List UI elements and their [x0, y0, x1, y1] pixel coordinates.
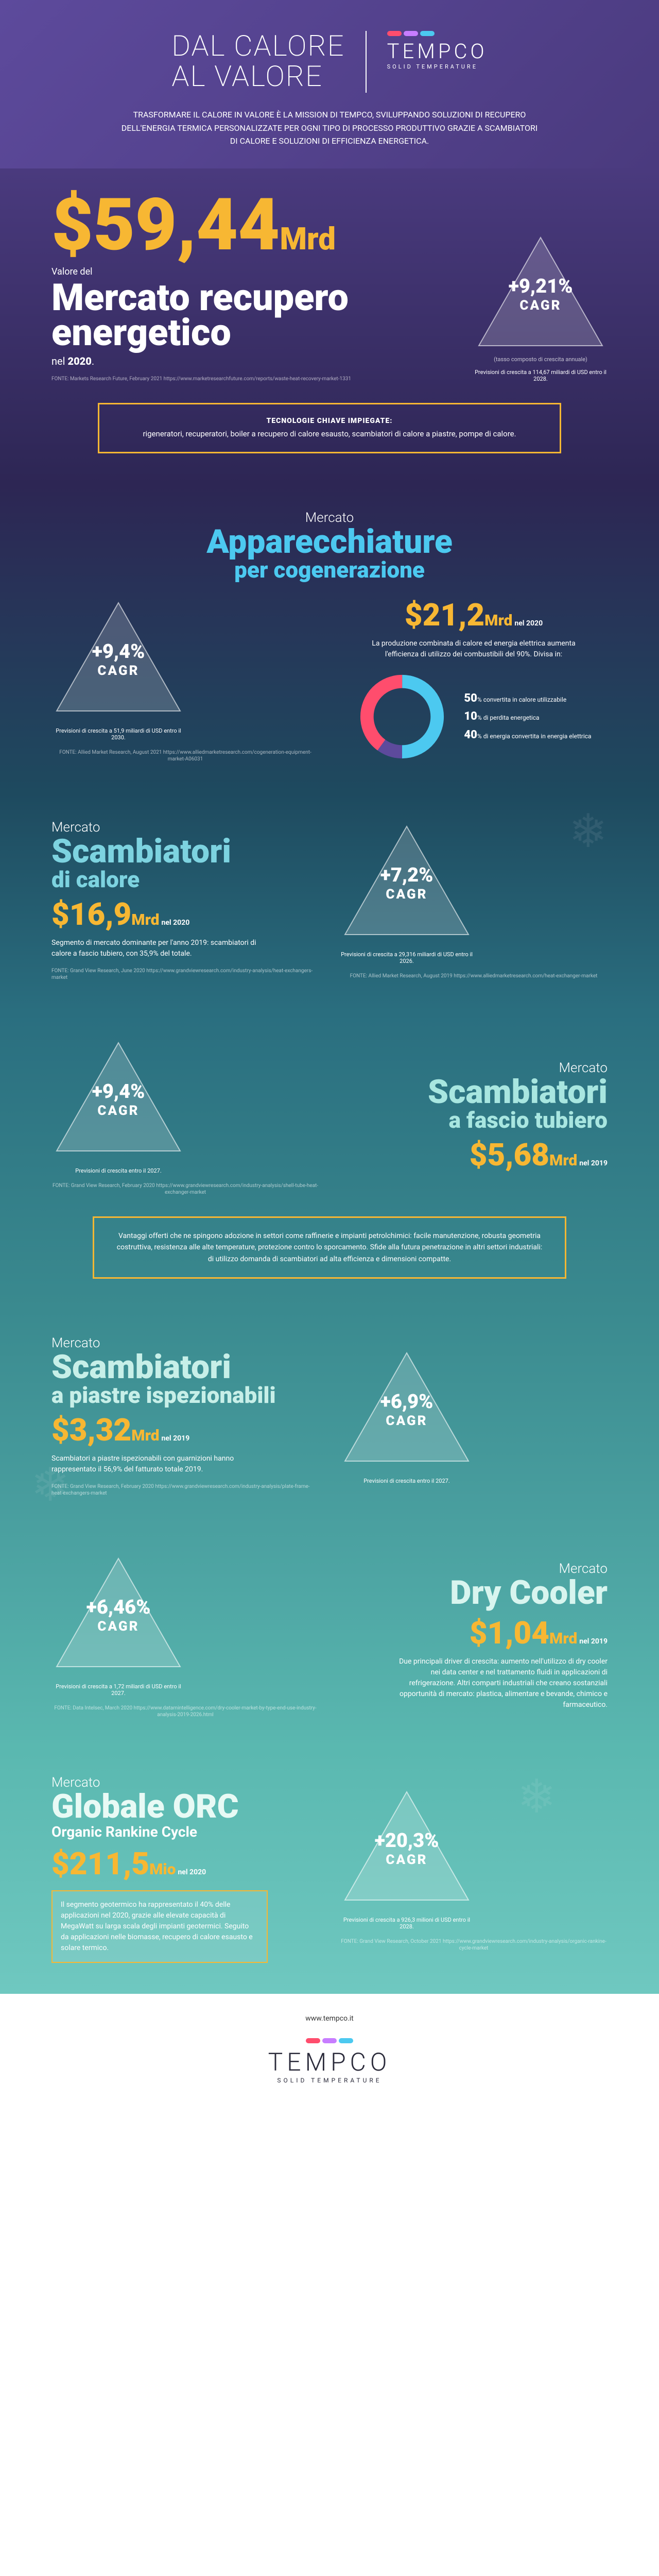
section-heat-exchangers: ❄ Mercato Scambiatori di calore $16,9Mrd…	[0, 794, 659, 1012]
section-dry-cooler: +6,46% CAGR Previsioni di crescita a 1,7…	[0, 1528, 659, 1749]
footer-url: www.tempco.it	[0, 2014, 659, 2023]
orc-title: Globale ORC	[51, 1790, 319, 1823]
header: DAL CALOREAL VALORE TEMPCO SOLID TEMPERA…	[0, 0, 659, 168]
drycooler-cagr-label: CAGR	[97, 1619, 139, 1634]
cogen-source: FONTE: Allied Market Research, August 20…	[51, 749, 319, 762]
intro-text: TRASFORMARE IL CALORE IN VALORE È LA MIS…	[118, 108, 541, 148]
hero-year: nel 2020.	[51, 355, 474, 367]
key-tech-title: TECNOLOGIE CHIAVE IMPIEGATE:	[120, 417, 539, 425]
cogen-year: nel 2020	[514, 619, 543, 628]
key-tech-box: TECNOLOGIE CHIAVE IMPIEGATE: rigenerator…	[98, 403, 561, 454]
heatex-title: Scambiatori	[51, 835, 319, 868]
orc-cagr-desc: Previsioni di crescita a 926,3 milioni d…	[340, 1917, 474, 1930]
section-cogeneration: Mercato Apparecchiature per cogenerazion…	[0, 484, 659, 794]
drycooler-desc: Due principali driver di crescita: aumen…	[391, 1656, 608, 1710]
logo-wave-icon	[387, 31, 488, 36]
section-plate: ❄ Mercato Scambiatori a piastre ispezion…	[0, 1310, 659, 1528]
cogen-desc: La produzione combinata di calore ed ene…	[366, 638, 582, 660]
drycooler-year: nel 2019	[579, 1637, 608, 1646]
drycooler-value: $1,04Mrd	[470, 1615, 578, 1651]
shelltube-cagr-label: CAGR	[97, 1103, 139, 1118]
cogen-title2: per cogenerazione	[51, 558, 608, 581]
hero-value-num: $59,44	[51, 183, 280, 267]
cogen-cagr-label: CAGR	[97, 663, 139, 679]
section-orc: ❄ Mercato Globale ORC Organic Rankine Cy…	[0, 1749, 659, 1994]
shelltube-advantages: Vantaggi offerti che ne spingono adozion…	[93, 1216, 566, 1279]
shelltube-title2: a fascio tubiero	[340, 1109, 608, 1131]
orc-cagr-pct: +20,3%	[375, 1829, 439, 1852]
orc-year: nel 2020	[178, 1868, 206, 1876]
cogen-cagr-desc: Previsioni di crescita a 51,9 miliardi d…	[51, 727, 185, 741]
drycooler-cagr-pct: +6,46%	[86, 1596, 151, 1619]
hero-cagr-triangle: +9,21% CAGR	[474, 232, 608, 356]
plate-cagr-label: CAGR	[386, 1413, 427, 1429]
section-hero: $59,44Mrd Valore del Mercato recupero en…	[0, 168, 659, 484]
logo: TEMPCO SOLID TEMPERATURE	[387, 31, 488, 70]
plate-cagr-pct: +6,9%	[380, 1391, 433, 1413]
key-tech-body: rigeneratori, recuperatori, boiler a rec…	[120, 428, 539, 440]
plate-year: nel 2019	[162, 1434, 190, 1443]
plate-cagr-desc: Previsioni di crescita entro il 2027.	[340, 1478, 474, 1484]
hero-value-unit: Mrd	[280, 221, 336, 257]
plate-title2: a piastre ispezionabili	[51, 1384, 319, 1406]
cogen-title: Apparecchiature	[51, 526, 608, 558]
drycooler-cagr-desc: Previsioni di crescita a 1,72 miliardi d…	[51, 1683, 185, 1697]
footer: www.tempco.it TEMPCO SOLID TEMPERATURE	[0, 1994, 659, 2115]
donut-chart-icon	[356, 670, 448, 763]
hero-title: Mercato recupero energetico	[51, 280, 474, 351]
heatex-year: nel 2020	[162, 919, 190, 927]
orc-cagr-triangle: +20,3% CAGR	[340, 1787, 474, 1910]
orc-value: $211,5Mio	[51, 1845, 176, 1882]
plate-desc: Scambiatori a piastre ispezionabili con …	[51, 1453, 268, 1475]
heatex-cagr-pct: +7,2%	[380, 864, 433, 887]
orc-desc: Il segmento geotermico ha rappresentato …	[51, 1890, 268, 1963]
drycooler-cagr-source: FONTE: Data Intelsec, March 2020 https:/…	[51, 1705, 319, 1718]
shelltube-value: $5,68Mrd	[470, 1137, 578, 1173]
hero-cagr-note: (tasso composto di crescita annuale)	[474, 356, 608, 363]
shelltube-cagr-triangle: +9,4% CAGR	[51, 1038, 185, 1161]
hero-source: FONTE: Markets Research Future, February…	[51, 376, 474, 382]
drycooler-cagr-triangle: +6,46% CAGR	[51, 1553, 185, 1677]
heatex-cagr-label: CAGR	[386, 887, 427, 902]
headline: DAL CALOREAL VALORE	[171, 31, 344, 92]
section-shell-tube: +9,4% CAGR Previsioni di crescita entro …	[0, 1012, 659, 1310]
footer-logo-text: TEMPCO	[0, 2047, 659, 2077]
donut-legend: 50% convertita in calore utilizzabile 10…	[464, 689, 591, 744]
infographic-root: DAL CALOREAL VALORE TEMPCO SOLID TEMPERA…	[0, 0, 659, 2115]
cogen-donut: 50% convertita in calore utilizzabile 10…	[340, 670, 608, 763]
cogen-cagr-triangle: +9,4% CAGR	[51, 598, 185, 721]
cogen-cagr-pct: +9,4%	[92, 640, 145, 663]
shelltube-year: nel 2019	[579, 1159, 608, 1167]
shelltube-cagr-pct: +9,4%	[92, 1080, 145, 1103]
heatex-source: FONTE: Grand View Research, June 2020 ht…	[51, 968, 319, 981]
heatex-cagr-source: FONTE: Allied Market Research, August 20…	[340, 973, 608, 979]
footer-logo-wave-icon	[0, 2038, 659, 2043]
heatex-value: $16,9Mrd	[51, 896, 160, 933]
logo-tagline: SOLID TEMPERATURE	[387, 63, 488, 70]
footer-logo-tagline: SOLID TEMPERATURE	[0, 2077, 659, 2084]
shelltube-title: Scambiatori	[340, 1076, 608, 1109]
plate-value: $3,32Mrd	[51, 1412, 160, 1448]
plate-cagr-triangle: +6,9% CAGR	[340, 1348, 474, 1471]
heatex-cagr-triangle: +7,2% CAGR	[340, 821, 474, 945]
heatex-cagr-desc: Previsioni di crescita a 29,316 miliardi…	[340, 951, 474, 964]
shelltube-cagr-desc: Previsioni di crescita entro il 2027.	[51, 1167, 185, 1174]
orc-cagr-source: FONTE: Grand View Research, October 2021…	[340, 1938, 608, 1952]
shelltube-cagr-source: FONTE: Grand View Research, February 202…	[51, 1182, 319, 1196]
drycooler-title: Dry Cooler	[340, 1577, 608, 1609]
plate-title: Scambiatori	[51, 1351, 319, 1384]
hero-cagr-pct: +9,21%	[509, 275, 573, 298]
cogen-value: $21,2Mrd	[405, 597, 513, 633]
hero-value: $59,44Mrd	[51, 189, 474, 261]
hero-cagr-label: CAGR	[519, 298, 561, 313]
heatex-desc: Segmento di mercato dominante per l'anno…	[51, 938, 268, 959]
heatex-title2: di calore	[51, 868, 319, 891]
orc-cagr-label: CAGR	[386, 1852, 427, 1868]
orc-sub: Organic Rankine Cycle	[51, 1823, 319, 1840]
logo-text: TEMPCO	[387, 39, 488, 63]
hero-cagr-desc: Previsioni di crescita a 114,67 miliardi…	[474, 369, 608, 382]
header-divider	[366, 31, 367, 93]
plate-source: FONTE: Grand View Research, February 202…	[51, 1483, 319, 1497]
